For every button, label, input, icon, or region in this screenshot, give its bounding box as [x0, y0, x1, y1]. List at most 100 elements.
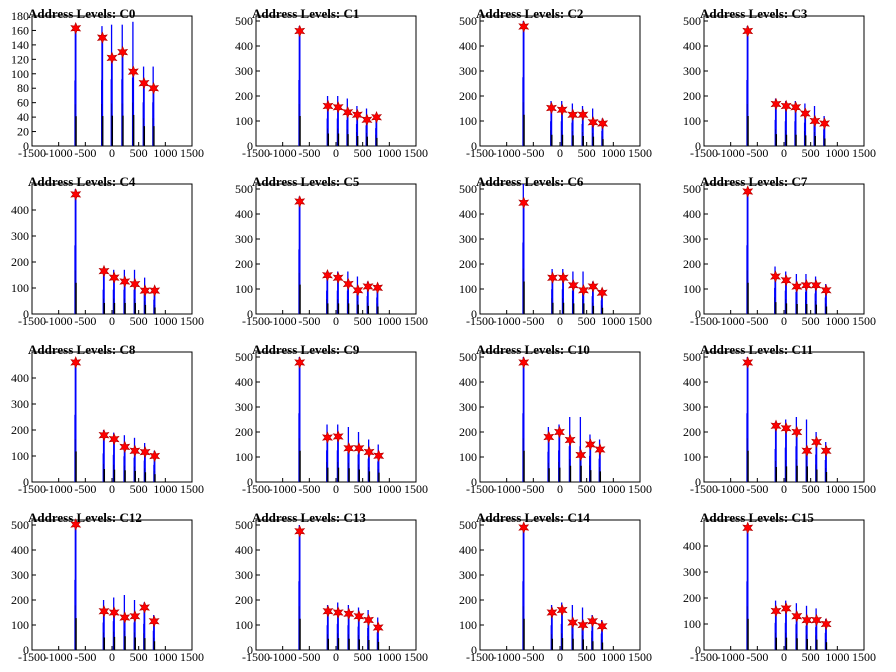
y-tick-label: 0: [471, 139, 477, 153]
x-tick-label: -500: [298, 146, 320, 160]
x-tick-label: -1000: [45, 146, 73, 160]
peak-marker-icon: [567, 616, 579, 629]
x-tick-label: 1000: [825, 314, 849, 328]
peak-marker-icon: [108, 271, 120, 284]
chart-svg: 0 100 200 300 400 500 -1500-1000 -500 0 500 1000 15…: [683, 182, 876, 328]
peak-marker-icon: [322, 604, 334, 618]
y-tick-label: 500: [683, 14, 701, 28]
x-tick-label: -500: [746, 146, 768, 160]
chart-panel: 0 100 200 300 400 500 -1500 -1000 -500 0 500 1000 15…: [448, 168, 672, 336]
x-tick-label: 500: [130, 314, 148, 328]
x-tick-label: -1000: [717, 146, 745, 160]
y-tick-label: 0: [247, 475, 253, 489]
y-tick-label: 200: [235, 425, 253, 439]
peak-marker-icon: [742, 521, 754, 535]
peak-marker-icon: [546, 606, 558, 619]
y-tick-label: 500: [235, 518, 253, 532]
chart-panel: 0 100 200 300 400 500 -1500 -1000 -500 0 500 1000 15…: [672, 168, 896, 336]
y-tick-label: 100: [235, 282, 253, 296]
x-tick-label: 0: [333, 314, 339, 328]
peak-marker-icon: [371, 110, 383, 124]
y-tick-label: 0: [695, 139, 701, 153]
peak-marker-icon: [96, 31, 108, 44]
y-tick-label: 300: [459, 64, 477, 78]
peak-marker-icon: [363, 445, 375, 459]
peak-marker-icon: [332, 606, 344, 619]
chart-title: Address Levels: C14: [476, 510, 590, 525]
x-tick-label: 0: [109, 482, 115, 496]
plot-frame: [479, 183, 641, 315]
y-tick-label: 300: [11, 397, 29, 411]
x-tick-label: -1000: [493, 146, 521, 160]
peak-marker-icon: [545, 101, 557, 115]
chart-title: Address Levels: C10: [476, 342, 590, 357]
x-tick-label: 500: [130, 146, 148, 160]
y-tick-label: 400: [235, 207, 253, 221]
y-tick-label: 0: [695, 307, 701, 321]
y-tick-label: 80: [17, 81, 29, 95]
peak-marker-icon: [820, 617, 832, 631]
chart-title: Address Levels: C1: [252, 6, 360, 21]
peak-marker-icon: [343, 441, 355, 455]
x-tick-label: 500: [578, 482, 596, 496]
y-tick-label: 0: [695, 475, 701, 489]
chart-title: Address Levels: C2: [476, 6, 584, 21]
x-tick-label: 1000: [601, 650, 625, 664]
peak-marker-icon: [567, 278, 579, 292]
x-tick-label: 1500: [404, 314, 428, 328]
chart-panel: 0 100 200 300 400 -1500 -1000 -500 0 500 1000 1500 A…: [0, 336, 224, 504]
y-tick-label: 100: [459, 114, 477, 128]
chart-svg: 0 100 200 300 400 -1500-1000 -500 0 500 1000 1500: [11, 351, 204, 496]
x-tick-label: 1000: [377, 650, 401, 664]
x-tick-label: -500: [74, 314, 96, 328]
x-tick-label: -1500: [466, 146, 494, 160]
peak-marker-icon: [108, 432, 120, 446]
peak-marker-icon: [342, 105, 354, 119]
x-tick-label: 500: [578, 650, 596, 664]
x-tick-label: 1500: [852, 650, 876, 664]
peak-marker-icon: [138, 76, 150, 90]
x-tick-label: 1500: [180, 650, 204, 664]
peak-marker-icon: [811, 435, 823, 449]
x-tick-label: 1000: [825, 146, 849, 160]
peak-marker-icon: [353, 609, 365, 623]
y-tick-label: 200: [11, 255, 29, 269]
peak-marker-icon: [129, 609, 141, 623]
x-tick-label: -1500: [466, 314, 494, 328]
y-tick-label: 300: [459, 568, 477, 582]
y-tick-label: 300: [11, 568, 29, 582]
x-tick-label: 1000: [601, 314, 625, 328]
x-tick-label: 0: [333, 650, 339, 664]
peak-marker-icon: [742, 185, 754, 198]
chart-svg: 0 100 200 300 400 500 -1500-1000 -500 0 500 1000 15…: [459, 14, 652, 160]
x-tick-label: -1500: [242, 146, 270, 160]
y-tick-label: 200: [459, 593, 477, 607]
x-tick-label: -1500: [690, 314, 718, 328]
peak-marker-icon: [139, 284, 151, 297]
peak-marker-icon: [556, 103, 568, 117]
peak-marker-icon: [106, 51, 118, 65]
chart-svg: 0 100 200 300 400 500 -1500-1000 -500 0 500 1000 15…: [235, 182, 428, 328]
peak-marker-icon: [373, 449, 385, 463]
peak-marker-icon: [596, 619, 608, 633]
peak-marker-icon: [810, 278, 822, 292]
peak-marker-icon: [98, 428, 110, 442]
x-tick-label: 1500: [404, 146, 428, 160]
x-tick-label: -500: [522, 482, 544, 496]
peak-marker-icon: [770, 604, 782, 618]
y-tick-label: 100: [11, 281, 29, 295]
x-tick-label: -1000: [493, 314, 521, 328]
y-tick-label: 0: [23, 307, 29, 321]
x-tick-label: 1000: [377, 314, 401, 328]
x-tick-label: -500: [74, 146, 96, 160]
chart-svg: 0 100 200 300 400 500 -1500-1000 -500 0 500 1000 15…: [683, 14, 876, 160]
y-tick-label: 100: [683, 282, 701, 296]
peak-marker-icon: [518, 521, 530, 534]
y-tick-label: 0: [247, 643, 253, 657]
x-tick-label: 0: [557, 650, 563, 664]
y-tick-label: 100: [11, 67, 29, 81]
plot-frame: [31, 351, 193, 483]
peak-marker-icon: [108, 606, 120, 619]
peak-marker-icon: [587, 614, 599, 628]
x-tick-label: 500: [578, 314, 596, 328]
